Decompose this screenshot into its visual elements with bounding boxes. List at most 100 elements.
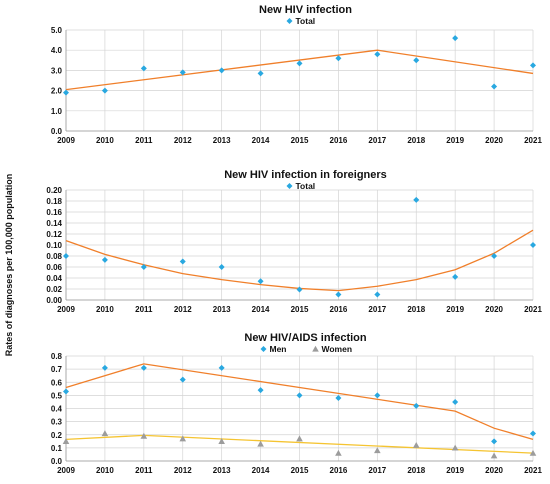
trend-line: [65, 49, 534, 91]
x-tick-label: 2016: [330, 466, 348, 475]
x-tick-label: 2014: [252, 466, 270, 475]
y-tick-label: 3.0: [51, 66, 63, 75]
x-tick-label: 2016: [330, 136, 348, 145]
data-point: [452, 398, 459, 405]
data-point: [63, 253, 69, 259]
x-tick-label: 2009: [57, 466, 75, 475]
y-tick-label: 0.14: [46, 219, 62, 228]
y-tick-label: 0.08: [46, 252, 62, 261]
data-point: [530, 242, 536, 248]
data-point: [257, 440, 264, 447]
data-point: [374, 392, 381, 399]
x-tick-label: 2014: [252, 305, 270, 314]
y-tick-label: 0.20: [46, 186, 62, 195]
y-tick-label: 0.4: [51, 405, 63, 414]
x-tick-label: 2020: [485, 466, 503, 475]
y-tick-label: 0.06: [46, 263, 62, 272]
data-point: [374, 447, 381, 454]
data-point: [335, 55, 342, 62]
data-point: [413, 196, 420, 203]
shared-y-axis-label: Rates of diagnoses per 100,000 populatio…: [4, 174, 14, 357]
data-point: [101, 87, 108, 94]
data-point: [179, 69, 186, 76]
x-tick-label: 2019: [446, 305, 464, 314]
chart-title: New HIV infection: [259, 4, 352, 16]
x-tick-label: 2009: [57, 305, 75, 314]
x-tick-label: 2012: [174, 136, 192, 145]
x-tick-label: 2019: [446, 136, 464, 145]
data-point: [529, 449, 537, 456]
data-point: [530, 62, 536, 69]
x-tick-label: 2014: [252, 136, 270, 145]
chart-title: New HIV/AIDS infection: [244, 332, 367, 344]
data-point: [140, 432, 148, 439]
x-tick-label: 2021: [524, 305, 542, 314]
x-tick-label: 2018: [407, 305, 425, 314]
x-tick-label: 2018: [407, 136, 425, 145]
data-point: [218, 67, 225, 74]
x-tick-label: 2015: [291, 466, 309, 475]
x-tick-label: 2011: [135, 305, 153, 314]
x-tick-label: 2012: [174, 305, 192, 314]
y-tick-label: 0.7: [51, 365, 63, 374]
x-tick-label: 2011: [135, 136, 153, 145]
data-point: [452, 35, 459, 42]
legend: Total: [286, 16, 315, 26]
data-point: [257, 70, 264, 77]
data-point: [374, 291, 381, 298]
x-tick-label: 2013: [213, 136, 231, 145]
x-tick-label: 2009: [57, 136, 75, 145]
data-point: [530, 430, 536, 437]
data-point: [101, 430, 109, 437]
x-tick-label: 2017: [368, 466, 386, 475]
data-point: [257, 278, 264, 285]
y-tick-label: 1.0: [51, 107, 63, 116]
data-point: [218, 364, 225, 371]
data-point: [491, 83, 498, 90]
y-tick-label: 0.2: [51, 431, 63, 440]
data-point: [374, 51, 381, 58]
data-point: [179, 435, 187, 442]
x-tick-label: 2010: [96, 305, 114, 314]
y-tick-label: 0.18: [46, 197, 62, 206]
x-tick-label: 2018: [407, 466, 425, 475]
x-tick-label: 2010: [96, 136, 114, 145]
legend: Total: [286, 181, 316, 191]
data-point: [218, 438, 225, 444]
legend: Men Women: [260, 344, 353, 354]
x-tick-label: 2015: [291, 305, 309, 314]
data-point: [296, 286, 303, 293]
data-point: [296, 392, 303, 399]
data-point: [140, 364, 147, 371]
data-point: [101, 364, 108, 371]
x-tick-label: 2020: [485, 136, 503, 145]
legend-marker: [286, 183, 293, 189]
legend-label: Total: [296, 181, 316, 191]
data-point: [218, 264, 225, 270]
legend-label: Women: [322, 344, 353, 354]
data-point: [335, 395, 342, 401]
legend-marker: [286, 18, 293, 24]
legend-marker: [260, 346, 267, 352]
x-tick-label: 2015: [291, 136, 309, 145]
data-point: [296, 60, 303, 67]
y-tick-label: 0.8: [51, 352, 63, 361]
x-tick-label: 2017: [368, 305, 386, 314]
y-tick-label: 0.12: [46, 230, 62, 239]
data-point: [412, 441, 420, 448]
x-tick-label: 2021: [524, 466, 542, 475]
data-point: [179, 258, 186, 265]
data-point: [140, 264, 147, 270]
data-point: [62, 438, 70, 444]
data-point: [413, 57, 420, 64]
data-point: [452, 273, 459, 280]
y-tick-label: 0.10: [46, 241, 62, 250]
y-tick-label: 5.0: [51, 26, 63, 35]
legend-marker: [312, 345, 319, 352]
y-tick-label: 4.0: [51, 46, 63, 55]
data-point: [491, 253, 498, 259]
